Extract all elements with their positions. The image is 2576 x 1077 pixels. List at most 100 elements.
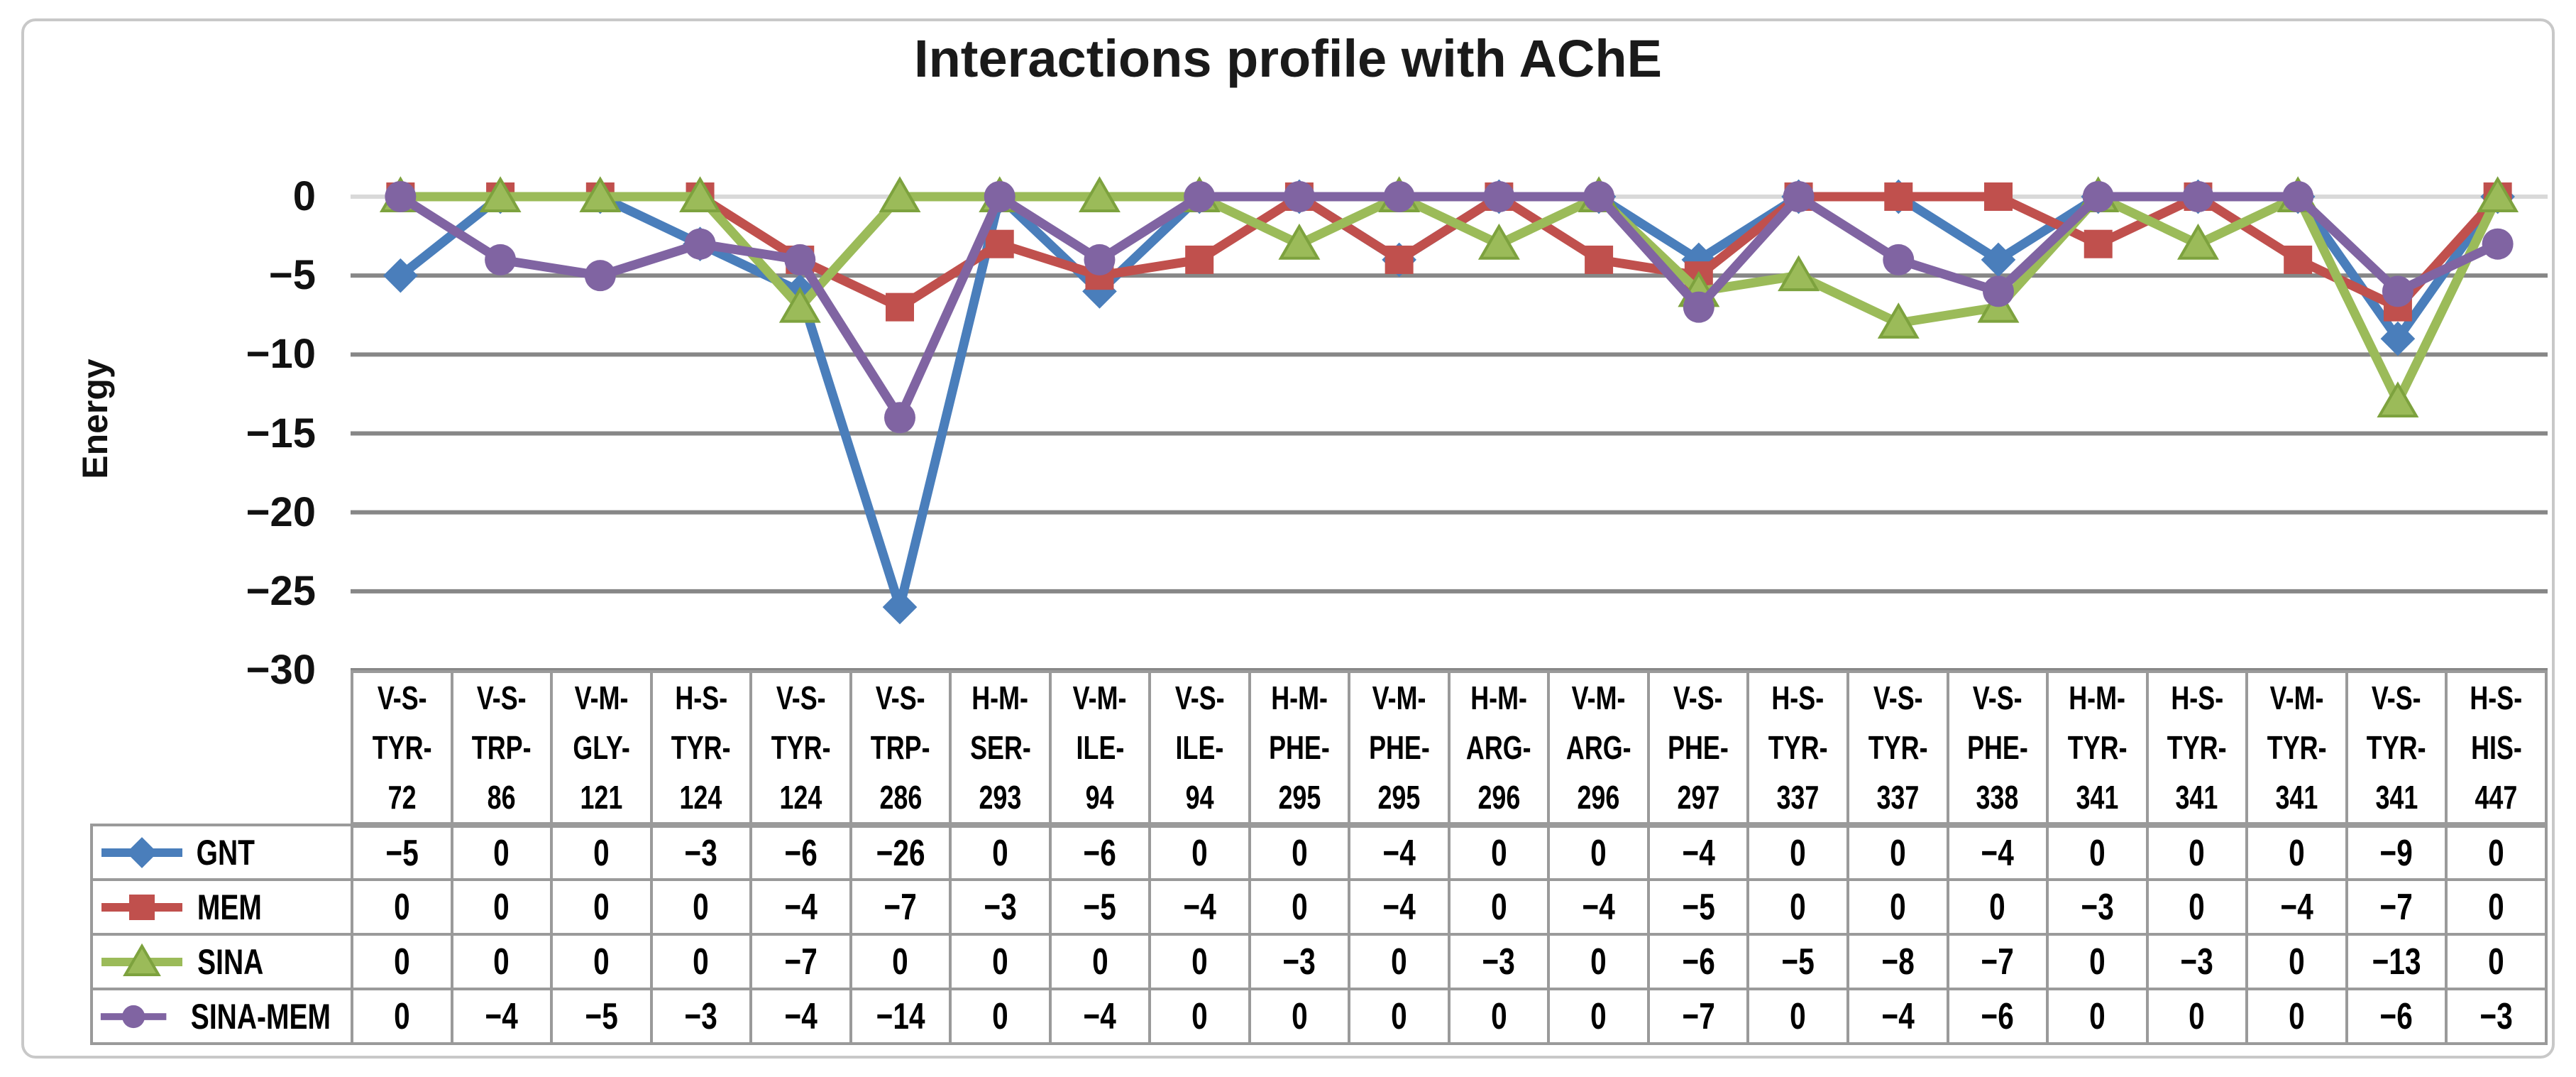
y-tick-label: −10 [246, 331, 316, 378]
energy-value-text: 0 [1191, 941, 1208, 983]
residue-header-cell: H-M- SER- 293 [949, 670, 1052, 828]
energy-value-text: 0 [2189, 995, 2206, 1037]
table-row: MEM 0 0 0 0 −4 −7 −3 −5 −4 0 −4 0 −4 −5 0 0 0 −3 0 −4 −7 0 [90, 878, 2548, 936]
energy-value-cell: 0 [949, 824, 1052, 881]
y-tick-label: −30 [246, 647, 316, 693]
energy-value-text: −5 [385, 832, 419, 874]
energy-value-text: 0 [2189, 832, 2206, 874]
residue-header-text: ILE- [1076, 729, 1124, 766]
energy-value-text: −13 [2372, 941, 2421, 983]
energy-value-text: 0 [393, 886, 410, 928]
residue-header-text: TRP- [871, 729, 930, 766]
residue-header-text: PHE- [1269, 729, 1330, 766]
residue-header-text: H-M- [1470, 679, 1527, 716]
energy-value-cell: 0 [949, 988, 1052, 1045]
y-tick-label: 0 [292, 173, 316, 219]
energy-value-text: 0 [1889, 832, 1906, 874]
energy-value-text: −4 [1083, 995, 1117, 1037]
residue-header-text: HIS- [2470, 729, 2522, 766]
energy-value-cell: 0 [1248, 824, 1351, 881]
residue-header-cell: V-S- TYR- 341 [2345, 670, 2448, 828]
energy-value-text: −4 [485, 995, 518, 1037]
marker-SINA [1078, 176, 1121, 212]
series-name-label: SINA [197, 941, 264, 982]
energy-value-cell: 0 [1148, 824, 1251, 881]
energy-value-cell: 0 [849, 933, 952, 990]
energy-value-text: 0 [2289, 995, 2305, 1037]
energy-value-cell: −26 [849, 824, 952, 881]
residue-header-cell: V-S- TRP- 286 [849, 670, 952, 828]
marker-SINA [1477, 223, 1520, 260]
energy-value-text: 0 [992, 832, 1008, 874]
energy-value-cell: 0 [2245, 988, 2348, 1045]
marker-GNT [2380, 321, 2416, 356]
energy-value-text: 0 [1989, 886, 2006, 928]
residue-header-cell: V-S- PHE- 297 [1646, 670, 1750, 828]
energy-value-cell: −7 [749, 933, 852, 990]
residue-header-text: TYR- [671, 729, 731, 766]
energy-value-cell: 0 [1547, 988, 1650, 1045]
residue-header-text: 124 [679, 779, 722, 816]
marker-SINA-MEM [1883, 244, 1915, 275]
residue-header-text: H-S- [2170, 679, 2223, 716]
energy-value-cell: −7 [1646, 988, 1750, 1045]
residue-header-text: V-M- [1073, 679, 1127, 716]
sina-mem-legend-key-icon [100, 1005, 167, 1028]
energy-value-text: −4 [1682, 832, 1715, 874]
energy-value-cell: −6 [1646, 933, 1750, 990]
residue-header-text: 296 [1477, 779, 1521, 816]
residue-header-text: V-S- [1174, 679, 1225, 716]
energy-value-cell: 0 [450, 878, 554, 936]
residue-header-text: PHE- [1966, 729, 2028, 766]
energy-value-text: 0 [1391, 995, 1407, 1037]
energy-value-text: 0 [1490, 995, 1507, 1037]
energy-value-text: −6 [784, 832, 818, 874]
energy-value-cell: −5 [1048, 878, 1152, 936]
y-tick-label: −5 [268, 252, 316, 299]
energy-value-cell: −4 [2245, 878, 2348, 936]
energy-value-cell: 0 [1846, 824, 1949, 881]
energy-value-cell: −3 [2145, 933, 2249, 990]
marker-SINA-MEM [1583, 181, 1615, 212]
marker-SINA [1278, 223, 1321, 260]
residue-header-text: TYR- [2067, 729, 2128, 766]
energy-value-text: −4 [1382, 886, 1416, 928]
marker-SINA [479, 176, 522, 212]
energy-value-cell: 0 [2445, 933, 2548, 990]
energy-value-cell: −4 [1547, 878, 1650, 936]
energy-value-text: 0 [2089, 832, 2106, 874]
energy-value-cell: −14 [849, 988, 952, 1045]
residue-header-text: V-M- [1571, 679, 1626, 716]
energy-value-text: −4 [1382, 832, 1416, 874]
energy-value-text: −4 [2280, 886, 2313, 928]
energy-value-text: 0 [493, 832, 510, 874]
energy-value-text: 0 [1291, 832, 1308, 874]
energy-value-text: −3 [2081, 886, 2114, 928]
series-name-label: MEM [197, 887, 262, 927]
energy-value-text: 0 [1391, 941, 1407, 983]
residue-header-text: 341 [2374, 779, 2418, 816]
energy-value-text: −3 [684, 832, 717, 874]
energy-value-text: −4 [1881, 995, 1915, 1037]
residue-header-cell: H-S- TYR- 337 [1746, 670, 1849, 828]
residue-header-text: TYR- [372, 729, 432, 766]
chart-title: Interactions profile with AChE [914, 29, 1662, 88]
y-tick-label: −15 [246, 410, 316, 457]
residue-header-text: ARG- [1466, 729, 1531, 766]
energy-value-text: −4 [784, 995, 818, 1037]
energy-value-text: −6 [1682, 941, 1715, 983]
energy-value-cell: 0 [1048, 933, 1152, 990]
energy-value-cell: 0 [949, 933, 1052, 990]
residue-header-text: H-M- [1271, 679, 1328, 716]
energy-value-cell: −4 [1348, 824, 1451, 881]
energy-value-cell: −6 [1048, 824, 1152, 881]
energy-value-text: 0 [1091, 941, 1108, 983]
energy-value-cell: −6 [2345, 988, 2448, 1045]
energy-value-cell: −3 [949, 878, 1052, 936]
energy-value-text: 0 [393, 941, 410, 983]
residue-header-text: TYR- [2367, 729, 2426, 766]
residue-header-text: 341 [2275, 779, 2318, 816]
energy-value-cell: −4 [1846, 988, 1949, 1045]
residue-header-text: 121 [580, 779, 623, 816]
